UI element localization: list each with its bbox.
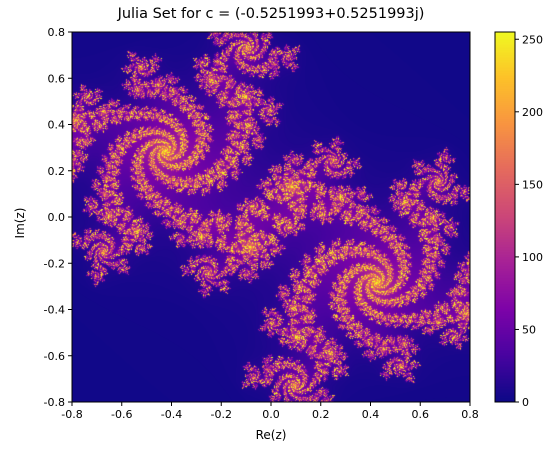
- colorbar-frame: [494, 31, 516, 403]
- y-tick-label: 0.8: [48, 26, 66, 39]
- y-tick-label: -0.2: [44, 257, 65, 270]
- colorbar-tick-label: 100: [522, 251, 543, 264]
- colorbar-gradient: [495, 32, 515, 402]
- x-tick-label: 0.8: [461, 408, 479, 421]
- x-tick-label: 0.0: [262, 408, 280, 421]
- x-axis-label: Re(z): [255, 428, 287, 442]
- colorbar-tick-label: 0: [522, 396, 529, 409]
- colorbar-tick-label: 150: [522, 178, 543, 191]
- y-tick-label: -0.6: [44, 350, 65, 363]
- y-tick-label: 0.4: [48, 119, 66, 132]
- x-tick-label: 0.2: [312, 408, 330, 421]
- x-tick-label: -0.2: [211, 408, 232, 421]
- x-tick-label: -0.4: [161, 408, 182, 421]
- colorbar-tick-label: 50: [522, 323, 536, 336]
- y-tick-label: 0.0: [48, 211, 66, 224]
- y-tick-label: 0.2: [48, 165, 66, 178]
- plot-frame: [71, 31, 471, 403]
- chart-title: Julia Set for c = (-0.5251993+0.5251993j…: [117, 6, 425, 22]
- colorbar-tick-label: 200: [522, 106, 543, 119]
- y-tick-label: -0.4: [44, 304, 65, 317]
- x-tick-label: 0.4: [362, 408, 380, 421]
- x-tick-label: -0.6: [111, 408, 132, 421]
- x-tick-label: 0.6: [412, 408, 430, 421]
- colorbar-tick-label: 250: [522, 33, 543, 46]
- y-axis-label: Im(z): [13, 207, 27, 239]
- julia-heatmap: [72, 32, 470, 402]
- y-tick-label: -0.8: [44, 396, 65, 409]
- y-tick-label: 0.6: [48, 72, 66, 85]
- x-tick-label: -0.8: [61, 408, 82, 421]
